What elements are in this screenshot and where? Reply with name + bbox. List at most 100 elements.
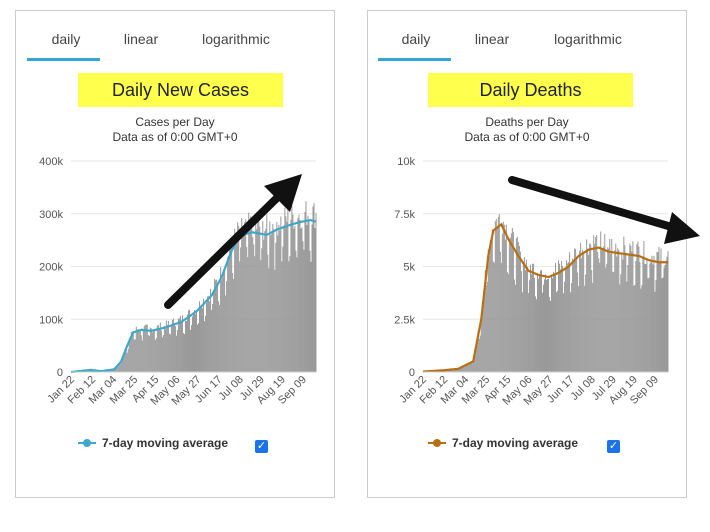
bar bbox=[261, 248, 263, 372]
bar bbox=[539, 270, 541, 372]
bar bbox=[245, 219, 247, 372]
bar bbox=[545, 274, 546, 372]
bar bbox=[524, 270, 526, 372]
bar bbox=[606, 263, 608, 372]
bar bbox=[585, 274, 587, 372]
bar bbox=[134, 339, 136, 372]
bar bbox=[449, 369, 451, 372]
bar bbox=[208, 296, 210, 372]
bar bbox=[233, 278, 235, 372]
bar bbox=[462, 365, 464, 372]
bar bbox=[145, 324, 147, 372]
bar bbox=[487, 249, 489, 372]
bar bbox=[593, 235, 595, 372]
bar bbox=[566, 260, 568, 372]
bar bbox=[214, 278, 216, 372]
bar bbox=[258, 218, 260, 372]
bar bbox=[651, 255, 653, 372]
legend-item-moving-average[interactable]: 7-day moving average bbox=[78, 436, 228, 450]
bar bbox=[200, 308, 202, 372]
bar bbox=[476, 341, 478, 372]
tab-daily[interactable]: daily bbox=[401, 31, 431, 47]
bar bbox=[655, 280, 657, 372]
bar bbox=[596, 235, 598, 372]
bar bbox=[499, 251, 501, 372]
moving-average-checkbox[interactable]: ✓ bbox=[607, 440, 620, 453]
bar bbox=[508, 239, 510, 372]
bar bbox=[664, 264, 666, 372]
tab-linear[interactable]: linear bbox=[474, 31, 510, 47]
bar bbox=[578, 286, 580, 372]
bar bbox=[564, 281, 566, 372]
bar bbox=[235, 232, 237, 372]
moving-average-checkbox[interactable]: ✓ bbox=[255, 440, 268, 453]
bar bbox=[631, 251, 633, 372]
bar bbox=[112, 370, 114, 372]
bar bbox=[456, 368, 458, 372]
bar bbox=[542, 284, 544, 372]
bar bbox=[546, 279, 548, 372]
bar bbox=[551, 274, 553, 372]
bars bbox=[71, 201, 317, 372]
bar bbox=[253, 244, 255, 372]
bar bbox=[187, 310, 189, 372]
bar bbox=[496, 228, 498, 372]
bar bbox=[519, 251, 521, 372]
bar bbox=[490, 243, 492, 372]
bar bbox=[559, 263, 561, 372]
bar bbox=[256, 229, 258, 372]
bar bbox=[509, 237, 511, 372]
bar bbox=[209, 301, 211, 372]
bar bbox=[243, 227, 245, 372]
bar bbox=[138, 330, 140, 372]
bar bbox=[131, 334, 133, 372]
bar bbox=[513, 279, 515, 372]
bar bbox=[193, 313, 194, 372]
bar bbox=[472, 362, 474, 372]
bar bbox=[573, 261, 575, 372]
bar bbox=[237, 222, 239, 372]
bar bbox=[563, 293, 565, 372]
cases-tab-bar: daily linear logarithmic bbox=[16, 11, 334, 63]
bar bbox=[661, 278, 663, 372]
bar bbox=[206, 302, 208, 372]
bars bbox=[422, 213, 669, 372]
bar bbox=[291, 205, 293, 372]
bar bbox=[623, 236, 625, 372]
y-tick-label: 10k bbox=[397, 156, 415, 168]
bar bbox=[304, 211, 306, 372]
up-trend-arrow-head bbox=[264, 174, 302, 212]
bar bbox=[665, 260, 667, 372]
bar bbox=[465, 366, 467, 372]
bar bbox=[198, 323, 200, 372]
tab-daily[interactable]: daily bbox=[51, 31, 81, 47]
bar bbox=[283, 225, 285, 372]
bar bbox=[512, 231, 514, 372]
bar bbox=[492, 261, 494, 372]
bar bbox=[140, 335, 142, 372]
tab-logarithmic[interactable]: logarithmic bbox=[202, 31, 270, 47]
bar bbox=[305, 201, 307, 372]
bar bbox=[495, 219, 497, 372]
bar bbox=[548, 279, 550, 372]
bar bbox=[633, 285, 635, 372]
bar bbox=[514, 284, 516, 372]
bar bbox=[115, 366, 117, 372]
legend-item-moving-average[interactable]: 7-day moving average bbox=[428, 436, 578, 450]
bar bbox=[282, 246, 284, 372]
bar bbox=[273, 229, 275, 372]
bar bbox=[279, 230, 281, 372]
bar bbox=[277, 235, 279, 372]
bar bbox=[620, 274, 622, 372]
bar bbox=[568, 262, 570, 372]
bar bbox=[650, 260, 652, 372]
y-tick-label: 200k bbox=[39, 262, 63, 274]
bar bbox=[249, 222, 251, 372]
tab-linear[interactable]: linear bbox=[123, 31, 159, 47]
bar bbox=[469, 362, 471, 372]
bar bbox=[662, 277, 664, 372]
tab-logarithmic[interactable]: logarithmic bbox=[554, 31, 622, 47]
bar bbox=[183, 334, 185, 372]
bar bbox=[210, 288, 212, 372]
bar bbox=[600, 231, 602, 372]
